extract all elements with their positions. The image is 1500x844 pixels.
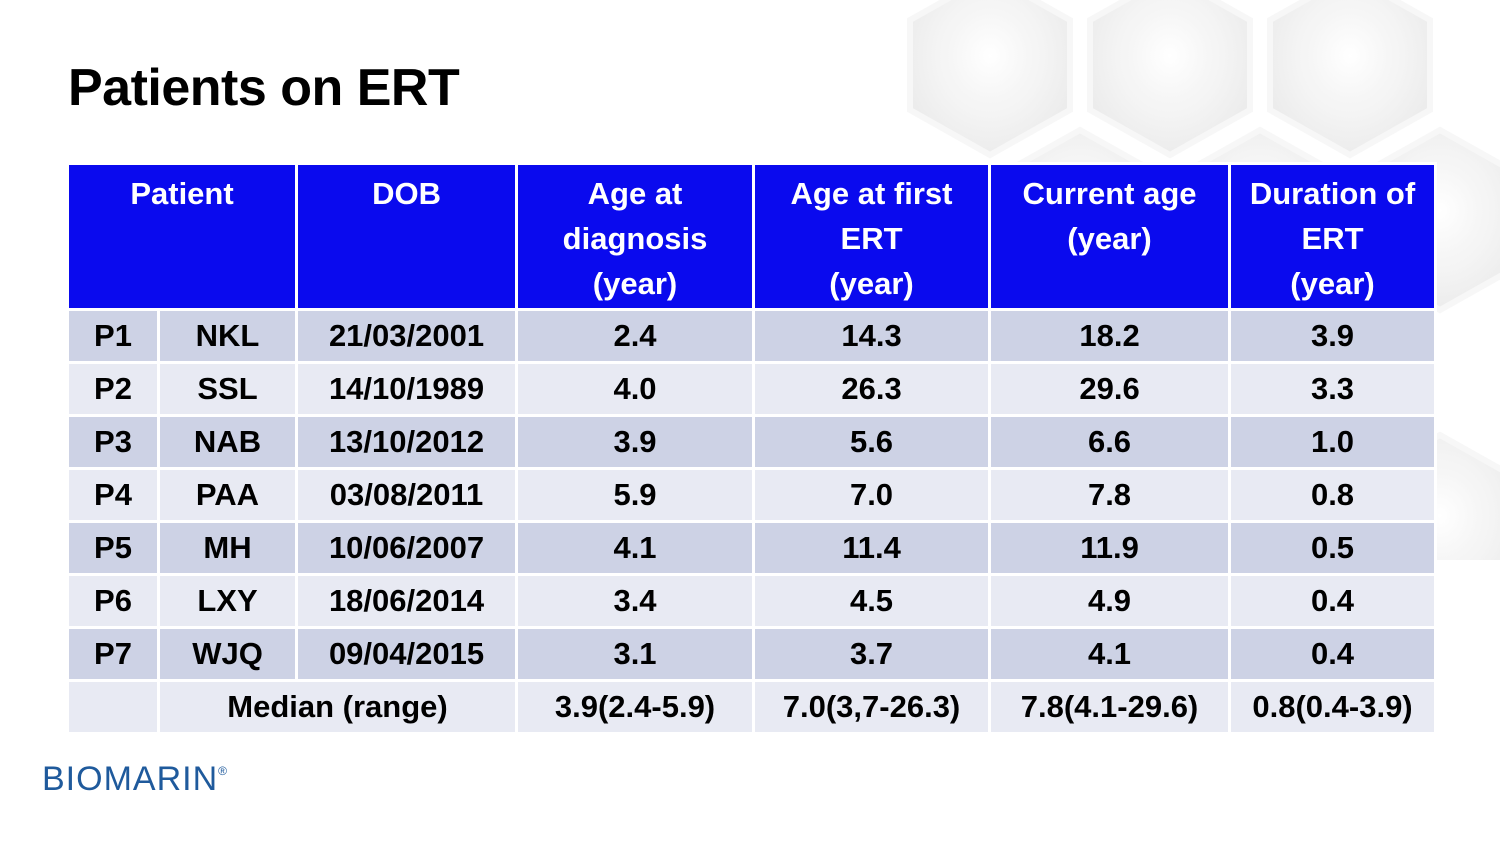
cell-current-age: 6.6 bbox=[988, 414, 1232, 470]
cell-dob: 21/03/2001 bbox=[295, 308, 519, 364]
header-duration-of-ert: Duration of ERT (year) bbox=[1228, 162, 1438, 311]
cell-patient-id: P1 bbox=[66, 308, 160, 364]
table-row: P3 NAB 13/10/2012 3.9 5.6 6.6 1.0 bbox=[66, 414, 1438, 470]
cell-duration-of-ert: 0.5 bbox=[1228, 520, 1438, 576]
cell-patient-initials: NKL bbox=[156, 308, 299, 364]
cell-duration-of-ert: 0.4 bbox=[1228, 626, 1438, 682]
cell-patient-initials: PAA bbox=[156, 467, 299, 523]
cell-age-at-diagnosis: 4.1 bbox=[515, 520, 756, 576]
cell-duration-of-ert: 3.3 bbox=[1228, 361, 1438, 417]
cell-age-at-first-ert: 5.6 bbox=[752, 414, 992, 470]
ert-patient-table: Patient DOB Age at diagnosis (year) Age … bbox=[65, 162, 1438, 735]
table-row: P2 SSL 14/10/1989 4.0 26.3 29.6 3.3 bbox=[66, 361, 1438, 417]
summary-label: Median (range) bbox=[156, 679, 519, 735]
cell-current-age: 11.9 bbox=[988, 520, 1232, 576]
cell-current-age: 18.2 bbox=[988, 308, 1232, 364]
logo-trademark: ® bbox=[218, 764, 228, 778]
cell-current-age: 4.1 bbox=[988, 626, 1232, 682]
summary-age-at-diagnosis: 3.9(2.4-5.9) bbox=[515, 679, 756, 735]
cell-patient-initials: SSL bbox=[156, 361, 299, 417]
cell-duration-of-ert: 1.0 bbox=[1228, 414, 1438, 470]
cell-dob: 13/10/2012 bbox=[295, 414, 519, 470]
header-age-at-first-ert: Age at first ERT (year) bbox=[752, 162, 992, 311]
cell-age-at-first-ert: 14.3 bbox=[752, 308, 992, 364]
cell-patient-initials: NAB bbox=[156, 414, 299, 470]
table-header-row: Patient DOB Age at diagnosis (year) Age … bbox=[65, 162, 1438, 311]
cell-age-at-first-ert: 4.5 bbox=[752, 573, 992, 629]
cell-age-at-diagnosis: 3.9 bbox=[515, 414, 756, 470]
page-title: Patients on ERT bbox=[68, 59, 460, 117]
biomarin-logo: BIOMARIN® bbox=[42, 760, 228, 799]
table-row: P6 LXY 18/06/2014 3.4 4.5 4.9 0.4 bbox=[66, 573, 1438, 629]
header-age-at-diagnosis: Age at diagnosis (year) bbox=[515, 162, 756, 311]
cell-patient-id: P7 bbox=[66, 626, 160, 682]
cell-patient-id: P5 bbox=[66, 520, 160, 576]
cell-dob: 10/06/2007 bbox=[295, 520, 519, 576]
table-row: P5 MH 10/06/2007 4.1 11.4 11.9 0.5 bbox=[66, 520, 1438, 576]
summary-age-at-first-ert: 7.0(3,7-26.3) bbox=[752, 679, 992, 735]
cell-age-at-diagnosis: 4.0 bbox=[515, 361, 756, 417]
cell-empty bbox=[66, 679, 160, 735]
cell-patient-id: P6 bbox=[66, 573, 160, 629]
cell-age-at-first-ert: 7.0 bbox=[752, 467, 992, 523]
header-current-age: Current age (year) bbox=[988, 162, 1232, 311]
cell-age-at-diagnosis: 2.4 bbox=[515, 308, 756, 364]
cell-age-at-first-ert: 26.3 bbox=[752, 361, 992, 417]
cell-patient-initials: MH bbox=[156, 520, 299, 576]
summary-row: Median (range) 3.9(2.4-5.9) 7.0(3,7-26.3… bbox=[66, 679, 1438, 735]
cell-age-at-diagnosis: 3.4 bbox=[515, 573, 756, 629]
summary-duration-of-ert: 0.8(0.4-3.9) bbox=[1228, 679, 1438, 735]
table-row: P7 WJQ 09/04/2015 3.1 3.7 4.1 0.4 bbox=[66, 626, 1438, 682]
table-row: P1 NKL 21/03/2001 2.4 14.3 18.2 3.9 bbox=[66, 308, 1438, 364]
cell-duration-of-ert: 3.9 bbox=[1228, 308, 1438, 364]
cell-dob: 14/10/1989 bbox=[295, 361, 519, 417]
cell-current-age: 4.9 bbox=[988, 573, 1232, 629]
table-row: P4 PAA 03/08/2011 5.9 7.0 7.8 0.8 bbox=[66, 467, 1438, 523]
cell-patient-id: P4 bbox=[66, 467, 160, 523]
cell-dob: 03/08/2011 bbox=[295, 467, 519, 523]
cell-patient-initials: WJQ bbox=[156, 626, 299, 682]
cell-age-at-diagnosis: 3.1 bbox=[515, 626, 756, 682]
cell-age-at-first-ert: 3.7 bbox=[752, 626, 992, 682]
cell-current-age: 29.6 bbox=[988, 361, 1232, 417]
header-patient: Patient bbox=[65, 162, 299, 311]
cell-current-age: 7.8 bbox=[988, 467, 1232, 523]
cell-age-at-first-ert: 11.4 bbox=[752, 520, 992, 576]
cell-patient-id: P3 bbox=[66, 414, 160, 470]
header-dob: DOB bbox=[295, 162, 519, 311]
cell-patient-initials: LXY bbox=[156, 573, 299, 629]
logo-text: BIOMARIN bbox=[42, 760, 219, 798]
summary-current-age: 7.8(4.1-29.6) bbox=[988, 679, 1232, 735]
cell-duration-of-ert: 0.4 bbox=[1228, 573, 1438, 629]
cell-patient-id: P2 bbox=[66, 361, 160, 417]
cell-dob: 18/06/2014 bbox=[295, 573, 519, 629]
cell-age-at-diagnosis: 5.9 bbox=[515, 467, 756, 523]
cell-dob: 09/04/2015 bbox=[295, 626, 519, 682]
cell-duration-of-ert: 0.8 bbox=[1228, 467, 1438, 523]
